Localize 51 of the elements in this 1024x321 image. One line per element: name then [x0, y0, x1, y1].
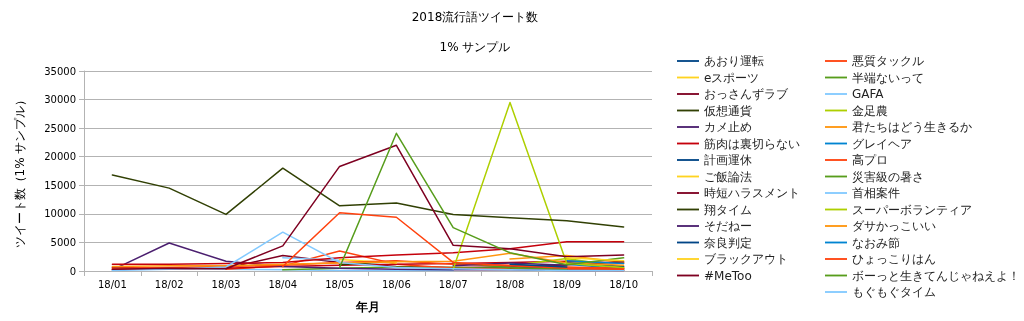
x-tick-label: 18/07: [438, 278, 468, 290]
legend-label: そだねー: [704, 219, 752, 233]
legend-label: グレイヘア: [852, 136, 912, 151]
legend-label: 仮想通貨: [703, 103, 752, 118]
y-axis-title: ツイート数（1% サンプル）: [13, 93, 27, 249]
x-tick-label: 18/06: [381, 278, 411, 290]
legend-label: ひょっこりはん: [852, 252, 936, 266]
chart-subtitle: 1% サンプル: [439, 40, 511, 54]
legend-label: eスポーツ: [704, 70, 760, 85]
legend-label: 半端ないって: [852, 70, 924, 85]
legend-label: 奈良判定: [704, 235, 752, 250]
legend-label: 筋肉は裏切らない: [704, 136, 800, 151]
x-axis-title: 年月: [355, 300, 380, 314]
legend-label: ボーっと生きてんじゃねえよ！: [852, 268, 1020, 283]
legend-label: 高プロ: [852, 153, 888, 167]
legend-label: スーパーボランティア: [852, 202, 972, 217]
chart-title: 2018流行語ツイート数: [411, 10, 539, 24]
legend-label: ご飯論法: [704, 169, 752, 184]
y-tick-label: 5000: [50, 236, 76, 248]
y-tick-label: 10000: [44, 208, 76, 220]
legend-label: ブラックアウト: [704, 252, 788, 266]
legend-label: おっさんずラブ: [704, 87, 789, 101]
legend-label: #MeToo: [704, 268, 752, 283]
legend-label: GAFA: [852, 87, 885, 101]
legend-label: 災害級の暑さ: [852, 169, 924, 184]
legend-label: ダサかっこいい: [852, 219, 936, 233]
legend-label: 時短ハラスメント: [704, 186, 800, 200]
legend-label: もぐもぐタイム: [852, 285, 936, 299]
legend-label: カメ止め: [704, 120, 752, 134]
x-tick-label: 18/10: [609, 278, 639, 290]
x-tick-label: 18/04: [268, 278, 298, 290]
legend-label: なおみ節: [852, 235, 900, 250]
legend-label: 悪質タックル: [851, 54, 924, 68]
x-tick-label: 18/03: [211, 278, 241, 290]
x-tick-label: 18/08: [495, 278, 525, 290]
y-tick-label: 20000: [44, 151, 76, 163]
y-tick-label: 15000: [44, 179, 76, 191]
x-tick-label: 18/02: [154, 278, 184, 290]
y-tick-label: 30000: [44, 94, 76, 106]
legend-label: 翔タイム: [704, 202, 752, 217]
legend-label: 金足農: [852, 103, 888, 118]
x-tick-label: 18/01: [97, 278, 127, 290]
legend-label: 君たちはどう生きるか: [852, 120, 972, 134]
legend-label: 計画運休: [704, 153, 752, 167]
x-tick-label: 18/09: [552, 278, 582, 290]
y-tick-label: 35000: [44, 65, 76, 77]
legend-label: あおり運転: [704, 54, 764, 68]
y-tick-label: 0: [69, 265, 76, 277]
x-tick-label: 18/05: [325, 278, 355, 290]
legend-label: 首相案件: [852, 186, 900, 200]
y-tick-label: 25000: [44, 122, 76, 134]
